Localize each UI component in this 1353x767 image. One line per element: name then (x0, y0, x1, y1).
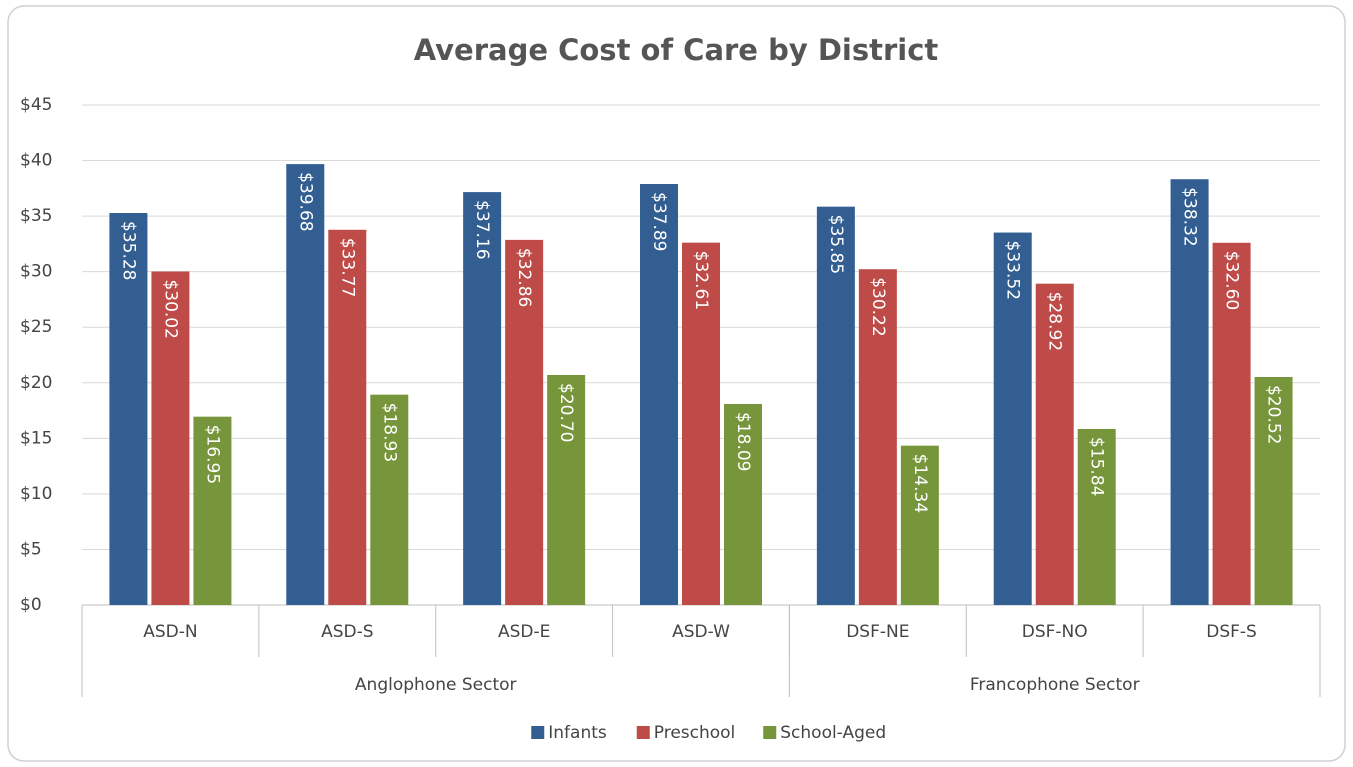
data-label: $32.61 (691, 251, 711, 310)
data-label: $30.02 (160, 279, 180, 338)
x-tick-label: ASD-N (143, 622, 197, 642)
data-label: $39.68 (295, 172, 315, 231)
bar (547, 375, 586, 605)
data-label: $30.22 (868, 277, 888, 336)
data-label: $20.70 (556, 383, 576, 442)
bar (724, 404, 762, 605)
y-tick-label: $30 (20, 262, 52, 282)
y-tick-label: $35 (20, 206, 52, 226)
x-tick-label: DSF-NE (846, 622, 909, 642)
bar (1077, 429, 1116, 605)
legend-swatch (636, 726, 650, 739)
x-tick-label: ASD-W (672, 622, 730, 642)
bar (1212, 242, 1251, 605)
legend-label: School-Aged (780, 723, 886, 743)
data-label: $32.60 (1222, 251, 1242, 310)
x-tick-label: ASD-S (321, 622, 373, 642)
y-tick-label: $40 (20, 151, 52, 171)
bar (328, 229, 367, 605)
bar (370, 394, 409, 605)
y-tick-label: $5 (20, 539, 42, 559)
group-label: Anglophone Sector (355, 675, 517, 695)
bar (151, 271, 190, 605)
data-label: $28.92 (1045, 292, 1065, 351)
bar (463, 192, 502, 605)
legend-label: Preschool (654, 723, 736, 743)
legend-swatch (531, 726, 545, 739)
bar (993, 232, 1032, 606)
bar (816, 206, 855, 605)
data-label: $20.52 (1264, 385, 1284, 444)
data-label: $33.52 (1003, 241, 1023, 300)
data-label: $16.95 (202, 425, 222, 484)
bar (109, 213, 148, 605)
x-tick-label: ASD-E (498, 622, 550, 642)
chart-title: Average Cost of Care by District (414, 33, 939, 67)
y-tick-label: $0 (20, 595, 42, 615)
bar (858, 269, 897, 605)
data-label: $37.16 (472, 200, 492, 259)
y-tick-label: $25 (20, 317, 52, 337)
y-tick-label: $20 (20, 373, 52, 393)
data-label: $32.86 (514, 248, 534, 307)
y-tick-label: $15 (20, 428, 52, 448)
data-label: $38.32 (1180, 187, 1200, 246)
group-label: Francophone Sector (970, 675, 1140, 695)
bar (1254, 377, 1293, 605)
bar (640, 184, 678, 605)
x-tick-label: DSF-NO (1022, 622, 1088, 642)
y-tick-label: $45 (20, 95, 52, 115)
data-label: $35.28 (118, 221, 138, 280)
bar (1035, 283, 1074, 605)
x-tick-label: DSF-S (1206, 622, 1257, 642)
y-tick-label: $10 (20, 484, 52, 504)
legend-swatch (763, 726, 777, 739)
data-label: $37.89 (649, 192, 669, 251)
bar (900, 445, 939, 605)
bar (1170, 179, 1209, 605)
data-label: $35.85 (826, 215, 846, 274)
bar (286, 164, 325, 605)
data-label: $18.09 (733, 412, 753, 471)
bar (193, 416, 232, 605)
legend-label: Infants (548, 723, 607, 743)
bar (505, 239, 544, 605)
data-label: $14.34 (910, 454, 930, 513)
data-label: $18.93 (379, 403, 399, 462)
bar (682, 242, 720, 605)
data-label: $33.77 (337, 238, 357, 297)
data-label: $15.84 (1087, 437, 1107, 496)
